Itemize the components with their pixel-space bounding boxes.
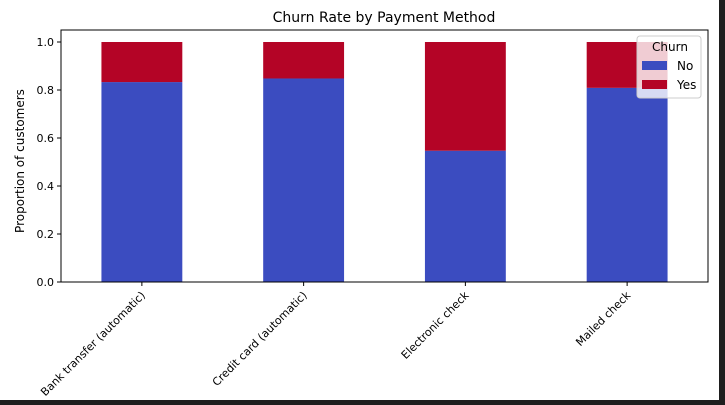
y-tick-label: 0.2 xyxy=(37,228,55,241)
bars-group xyxy=(60,29,709,283)
x-tick-label: Credit card (automatic) xyxy=(210,289,310,389)
y-axis: 0.0 0.2 0.4 0.6 0.8 1.0 xyxy=(37,36,61,289)
bar-chart: Churn Rate by Payment Method Proportion … xyxy=(13,10,709,399)
y-axis-label: Proportion of customers xyxy=(13,89,27,233)
y-tick-label: 1.0 xyxy=(37,36,55,49)
plot-frame xyxy=(60,29,709,283)
legend-swatch-yes xyxy=(642,80,667,89)
bar-yes-2 xyxy=(424,42,506,151)
legend: Churn No Yes xyxy=(636,35,702,99)
legend-swatch-no xyxy=(642,61,667,70)
bar-no-3 xyxy=(586,87,668,282)
x-tick-label: Mailed check xyxy=(573,288,633,348)
legend-label-yes: Yes xyxy=(676,78,696,92)
y-tick-label: 0.8 xyxy=(37,84,55,97)
bar-yes-0 xyxy=(101,42,183,83)
y-tick-label: 0.4 xyxy=(37,180,55,193)
bar-no-1 xyxy=(263,78,345,282)
legend-label-no: No xyxy=(677,59,693,73)
chart-figure: Churn Rate by Payment Method Proportion … xyxy=(0,0,719,400)
chart-title: Churn Rate by Payment Method xyxy=(273,10,496,26)
y-tick-label: 0.6 xyxy=(37,132,55,145)
bar-yes-1 xyxy=(263,42,345,79)
x-tick-label: Bank transfer (automatic) xyxy=(38,289,148,399)
x-axis: Bank transfer (automatic) Credit card (au… xyxy=(38,282,634,399)
y-tick-label: 0.0 xyxy=(37,276,55,289)
x-tick-label: Electronic check xyxy=(399,288,472,361)
legend-title: Churn xyxy=(652,40,688,54)
bar-no-0 xyxy=(101,82,183,282)
bar-no-2 xyxy=(424,150,506,282)
